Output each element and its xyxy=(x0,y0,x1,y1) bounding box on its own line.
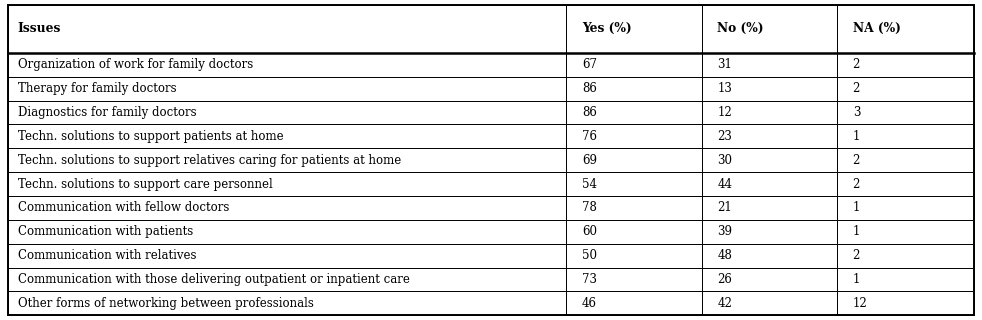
Bar xyxy=(702,220,837,244)
Bar xyxy=(837,77,974,100)
Text: 69: 69 xyxy=(582,154,597,167)
Text: 26: 26 xyxy=(718,273,733,286)
Text: Communication with relatives: Communication with relatives xyxy=(18,249,196,262)
Text: 2: 2 xyxy=(852,178,860,190)
Text: Communication with fellow doctors: Communication with fellow doctors xyxy=(18,201,229,214)
Bar xyxy=(702,268,837,291)
Bar xyxy=(8,196,567,220)
Bar xyxy=(8,77,567,100)
Text: Organization of work for family doctors: Organization of work for family doctors xyxy=(18,58,253,71)
Bar xyxy=(837,244,974,268)
Text: 60: 60 xyxy=(582,225,597,238)
Bar xyxy=(702,172,837,196)
Bar xyxy=(702,124,837,148)
Text: Techn. solutions to support relatives caring for patients at home: Techn. solutions to support relatives ca… xyxy=(18,154,401,167)
Text: 42: 42 xyxy=(718,297,733,310)
Text: No (%): No (%) xyxy=(718,22,764,35)
Text: 78: 78 xyxy=(582,201,597,214)
Text: 1: 1 xyxy=(852,273,860,286)
Text: Communication with patients: Communication with patients xyxy=(18,225,192,238)
Bar xyxy=(567,53,702,77)
Text: Therapy for family doctors: Therapy for family doctors xyxy=(18,82,177,95)
Bar xyxy=(8,124,567,148)
Text: 1: 1 xyxy=(852,130,860,143)
Bar xyxy=(8,148,567,172)
Bar xyxy=(837,291,974,315)
Bar xyxy=(567,100,702,124)
Bar xyxy=(837,148,974,172)
Text: 48: 48 xyxy=(718,249,733,262)
Bar xyxy=(702,196,837,220)
Text: Diagnostics for family doctors: Diagnostics for family doctors xyxy=(18,106,196,119)
Bar xyxy=(8,100,567,124)
Bar xyxy=(837,53,974,77)
Bar xyxy=(567,244,702,268)
Bar xyxy=(567,196,702,220)
Text: 31: 31 xyxy=(718,58,733,71)
Bar xyxy=(567,220,702,244)
Text: 2: 2 xyxy=(852,82,860,95)
Text: 1: 1 xyxy=(852,201,860,214)
Bar xyxy=(837,220,974,244)
Bar xyxy=(702,100,837,124)
Text: 50: 50 xyxy=(582,249,597,262)
Bar xyxy=(8,5,567,53)
Text: 67: 67 xyxy=(582,58,597,71)
Text: 13: 13 xyxy=(718,82,733,95)
Bar xyxy=(702,291,837,315)
Bar xyxy=(8,53,567,77)
Bar xyxy=(567,77,702,100)
Text: Other forms of networking between professionals: Other forms of networking between profes… xyxy=(18,297,313,310)
Text: Issues: Issues xyxy=(18,22,61,35)
Bar xyxy=(8,268,567,291)
Text: 23: 23 xyxy=(718,130,733,143)
Text: 86: 86 xyxy=(582,106,597,119)
Text: 2: 2 xyxy=(852,154,860,167)
Bar xyxy=(567,5,702,53)
Bar xyxy=(8,244,567,268)
Text: 54: 54 xyxy=(582,178,597,190)
Text: 73: 73 xyxy=(582,273,597,286)
Text: 1: 1 xyxy=(852,225,860,238)
Bar xyxy=(8,220,567,244)
Text: 2: 2 xyxy=(852,58,860,71)
Text: Techn. solutions to support care personnel: Techn. solutions to support care personn… xyxy=(18,178,272,190)
Bar xyxy=(837,268,974,291)
Text: 44: 44 xyxy=(718,178,733,190)
Bar xyxy=(837,172,974,196)
Text: Techn. solutions to support patients at home: Techn. solutions to support patients at … xyxy=(18,130,283,143)
Bar xyxy=(837,5,974,53)
Text: NA (%): NA (%) xyxy=(852,22,900,35)
Text: Yes (%): Yes (%) xyxy=(582,22,631,35)
Bar xyxy=(8,172,567,196)
Text: 76: 76 xyxy=(582,130,597,143)
Bar xyxy=(567,172,702,196)
Text: 12: 12 xyxy=(718,106,733,119)
Bar xyxy=(702,148,837,172)
Text: Communication with those delivering outpatient or inpatient care: Communication with those delivering outp… xyxy=(18,273,409,286)
Text: 3: 3 xyxy=(852,106,860,119)
Text: 46: 46 xyxy=(582,297,597,310)
Text: 12: 12 xyxy=(852,297,867,310)
Text: 2: 2 xyxy=(852,249,860,262)
Bar xyxy=(567,148,702,172)
Bar xyxy=(567,124,702,148)
Bar xyxy=(702,244,837,268)
Bar xyxy=(8,291,567,315)
Bar xyxy=(837,124,974,148)
Bar xyxy=(702,53,837,77)
Text: 30: 30 xyxy=(718,154,733,167)
Text: 21: 21 xyxy=(718,201,733,214)
Bar xyxy=(837,196,974,220)
Text: 39: 39 xyxy=(718,225,733,238)
Bar xyxy=(567,291,702,315)
Bar xyxy=(702,5,837,53)
Text: 86: 86 xyxy=(582,82,597,95)
Bar xyxy=(837,100,974,124)
Bar xyxy=(567,268,702,291)
Bar xyxy=(702,77,837,100)
